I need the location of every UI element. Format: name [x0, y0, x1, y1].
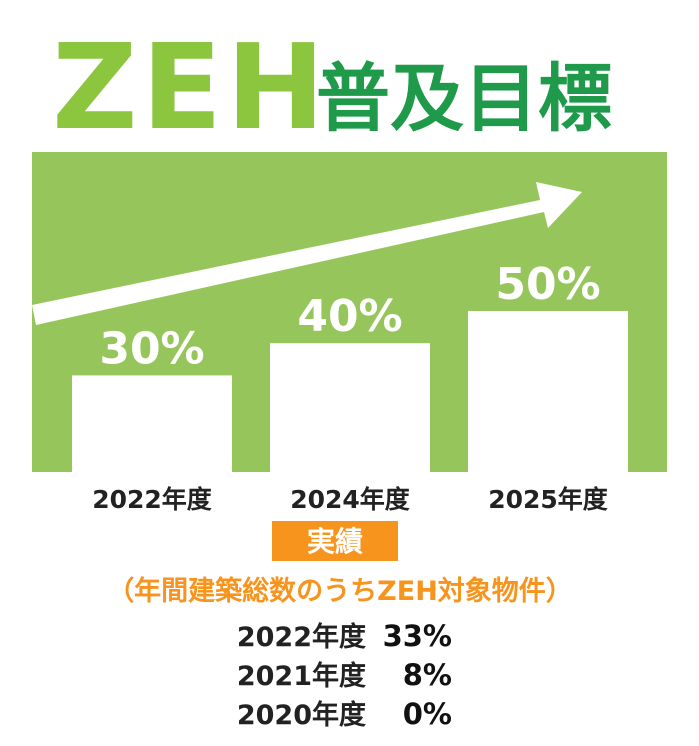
bar: [270, 343, 430, 472]
x-tick-label: 2024年度: [290, 485, 410, 514]
actual-year: 2020年度: [237, 699, 366, 731]
bar: [72, 375, 232, 472]
actual-value: 33%: [383, 619, 452, 653]
actual-year: 2022年度: [237, 621, 366, 653]
value-label: 40%: [297, 291, 402, 342]
actuals-label: 実績: [307, 525, 363, 558]
chart-title: ZEH: [52, 18, 329, 156]
actuals-badge: [272, 521, 398, 561]
chart-subtitle: 普及目標: [316, 56, 612, 142]
x-tick-label: 2022年度: [92, 485, 212, 514]
bar: [468, 311, 628, 472]
x-tick-label: 2025年度: [488, 485, 608, 514]
actuals-note: （年間建築総数のうちZEH対象物件）: [107, 575, 573, 607]
actual-value: 0%: [403, 697, 452, 731]
actual-year: 2021年度: [237, 660, 366, 692]
bars-layer: [72, 311, 628, 472]
value-label: 50%: [495, 259, 600, 310]
value-label: 30%: [99, 323, 204, 374]
actual-value: 8%: [403, 658, 452, 692]
trend-arrow: [32, 182, 582, 325]
